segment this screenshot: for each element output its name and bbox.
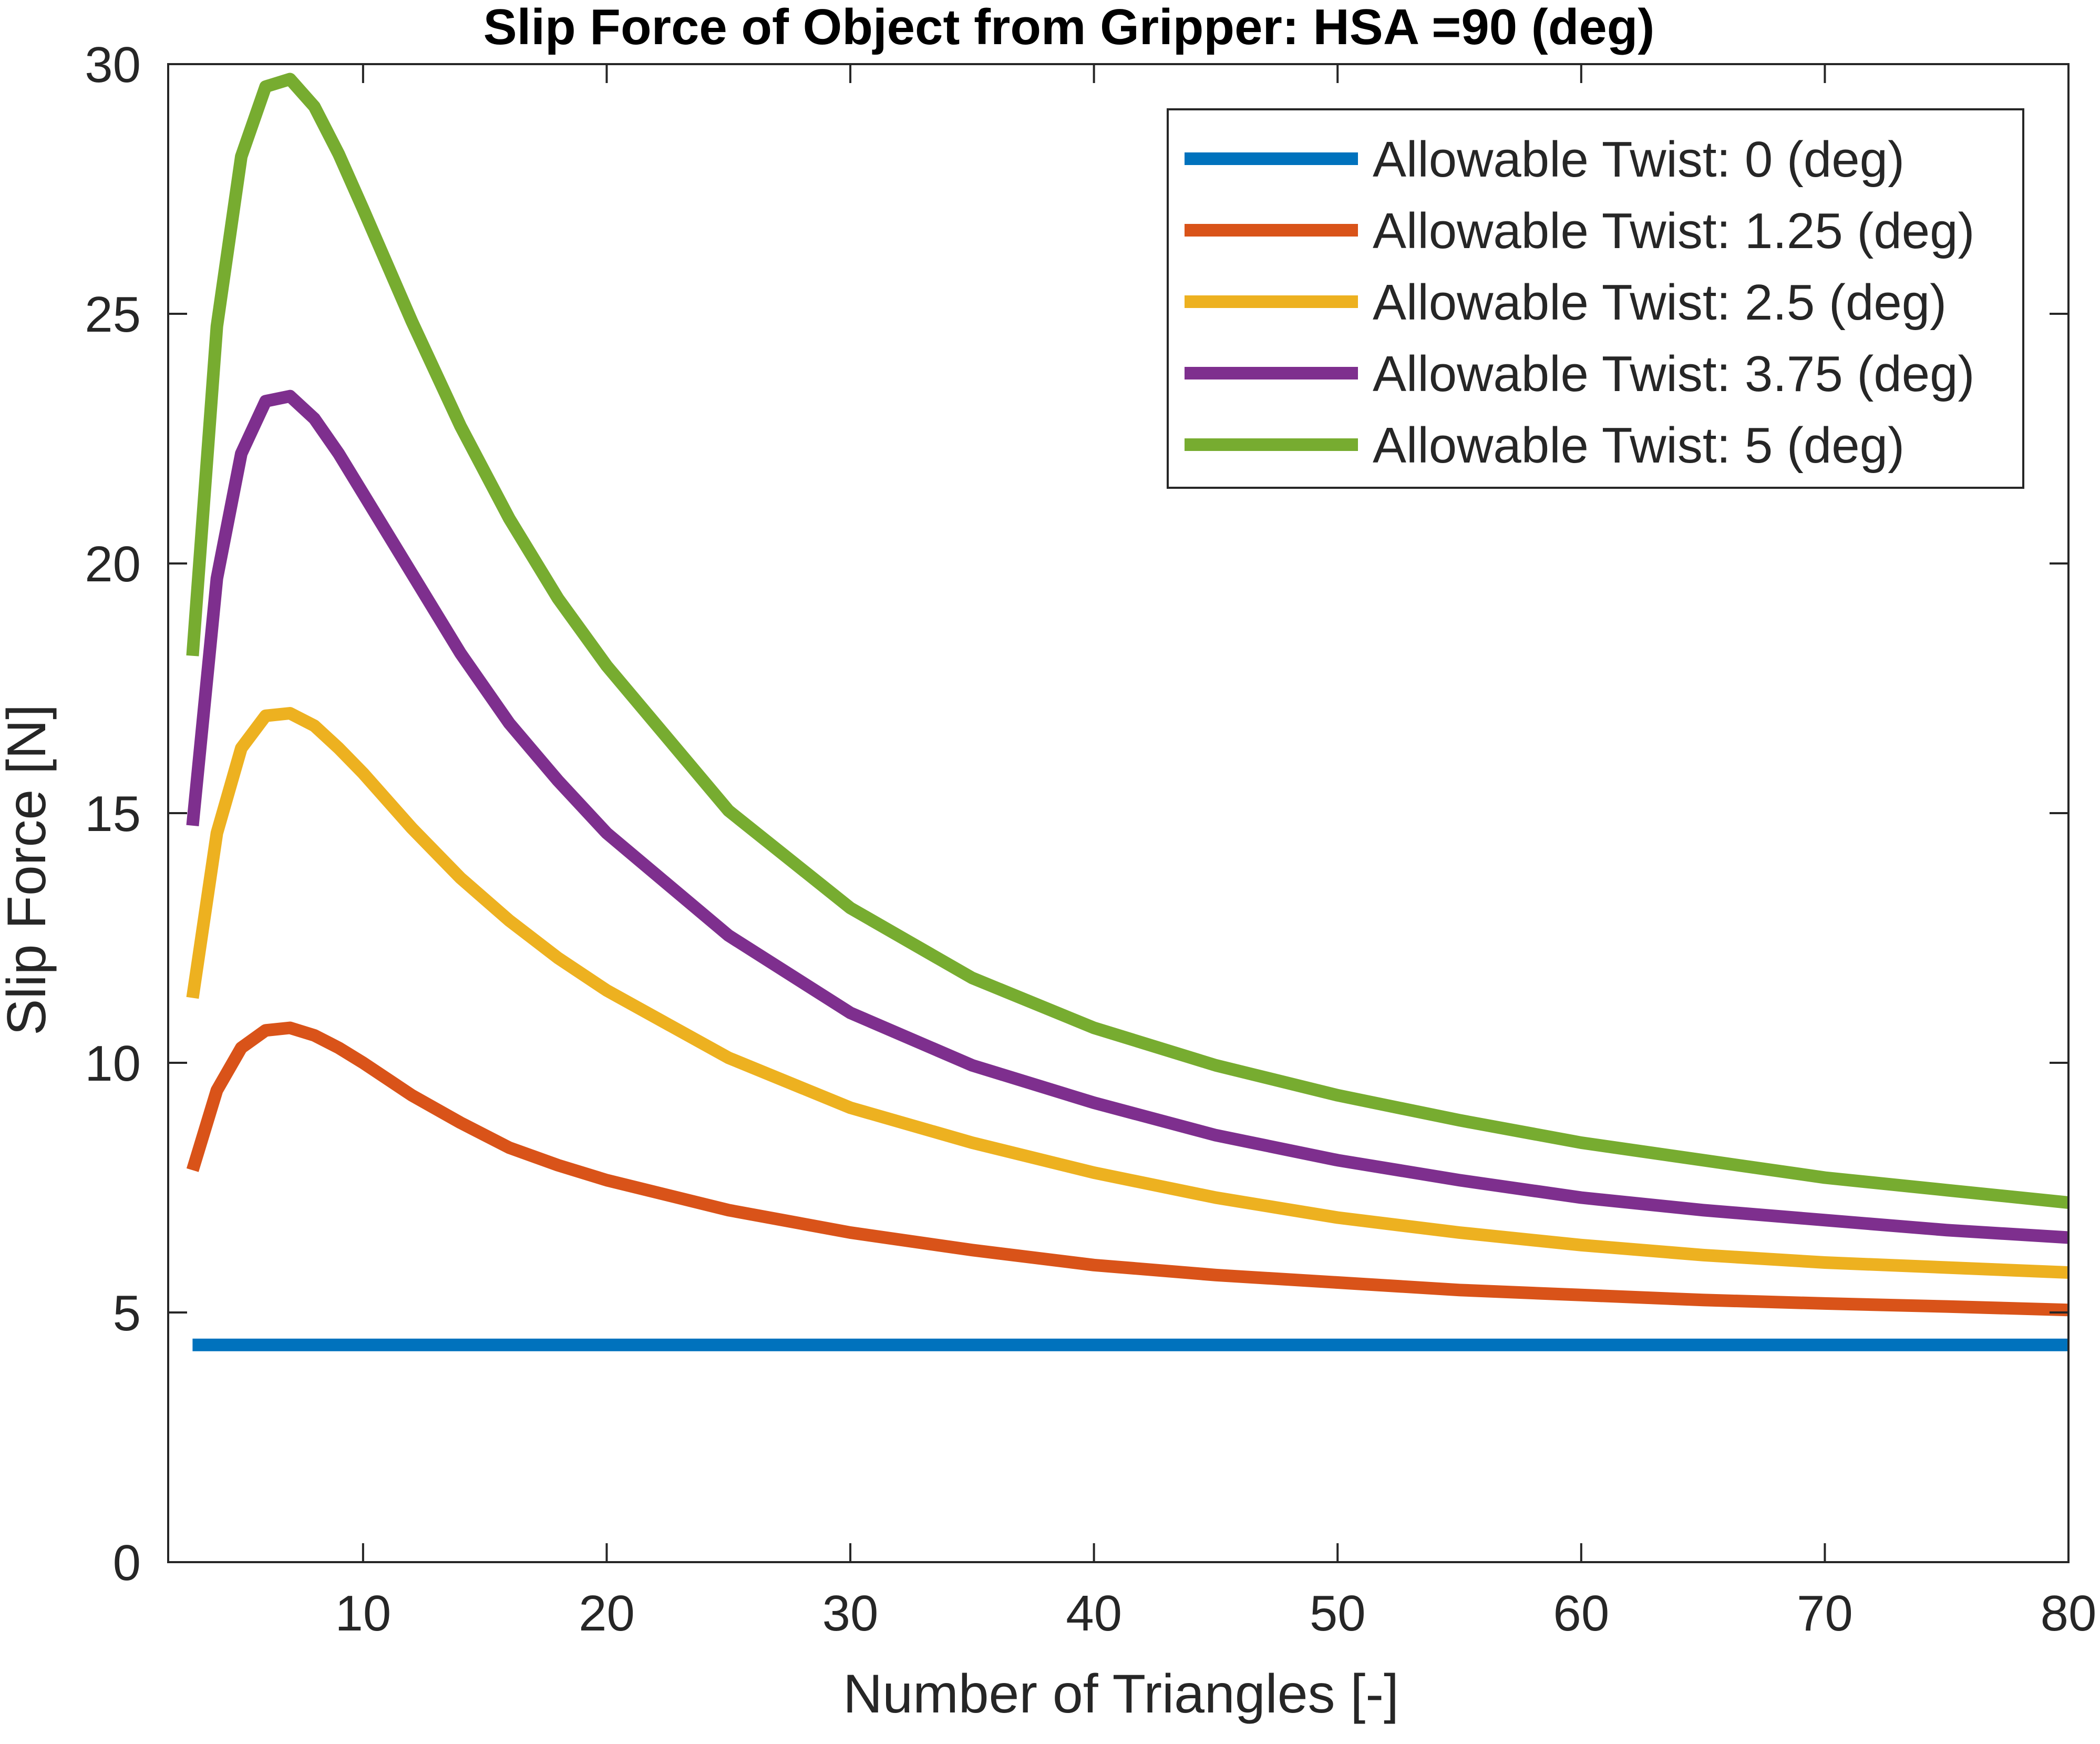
y-tick-label: 10 xyxy=(85,1035,141,1092)
series-line-4 xyxy=(186,389,2069,1244)
y-tick-label: 20 xyxy=(85,536,141,592)
legend-label-2: Allowable Twist: 1.25 (deg) xyxy=(1373,203,1974,259)
legend-label-4: Allowable Twist: 3.75 (deg) xyxy=(1373,346,1974,402)
y-axis-label: Slip Force [N] xyxy=(0,704,57,1035)
y-tick-label: 0 xyxy=(113,1535,141,1591)
x-tick-label: 30 xyxy=(822,1585,879,1642)
legend-label-5: Allowable Twist: 5 (deg) xyxy=(1373,417,1905,474)
y-tick-label: 25 xyxy=(85,286,141,343)
y-tick-label: 15 xyxy=(85,786,141,842)
axes: 10 20 30 40 50 60 70 80 0 5 10 15 20 25 30 xyxy=(85,37,2096,1642)
x-tick-label: 80 xyxy=(2041,1585,2097,1642)
x-tick-label: 70 xyxy=(1797,1585,1853,1642)
chart-title: Slip Force of Object from Gripper: HSA =… xyxy=(483,0,1655,55)
series-line-3 xyxy=(186,707,2069,1279)
x-tick-label: 50 xyxy=(1310,1585,1366,1642)
x-tick-label: 20 xyxy=(579,1585,635,1642)
x-tick-label: 40 xyxy=(1066,1585,1122,1642)
x-tick-label: 60 xyxy=(1553,1585,1609,1642)
legend: Allowable Twist: 0 (deg) Allowable Twist:… xyxy=(1167,108,2024,489)
legend-label-3: Allowable Twist: 2.5 (deg) xyxy=(1373,274,1947,331)
y-tick-label: 30 xyxy=(85,37,141,93)
legend-label-1: Allowable Twist: 0 (deg) xyxy=(1373,131,1905,188)
x-axis-label: Number of Triangles [-] xyxy=(843,1664,1399,1725)
series-line-5 xyxy=(186,73,2070,1209)
x-tick-label: 10 xyxy=(335,1585,391,1642)
series-line-2 xyxy=(186,1021,2069,1317)
y-tick-label: 5 xyxy=(113,1285,141,1341)
